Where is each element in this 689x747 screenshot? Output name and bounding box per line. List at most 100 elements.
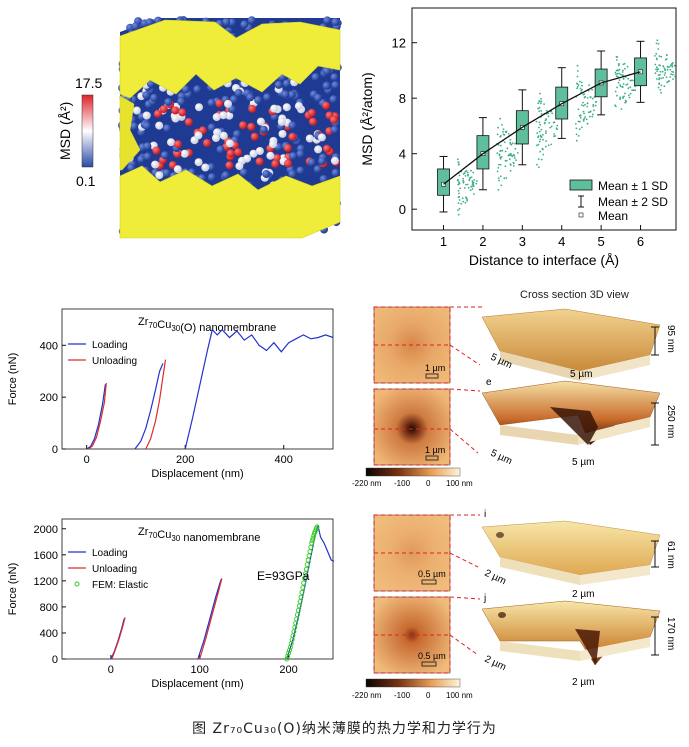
fem-point <box>306 553 312 559</box>
atom <box>254 96 263 105</box>
scatter-point <box>458 192 460 195</box>
scatter-point <box>539 123 542 126</box>
scatter-point <box>466 171 469 174</box>
scatter-point <box>614 71 617 74</box>
scatter-point <box>658 77 661 79</box>
scale-bar-1 <box>425 373 439 379</box>
scatter-point <box>544 145 547 148</box>
scale-bar-label-3: 0.5 µm <box>418 569 446 579</box>
fem-point <box>309 538 315 544</box>
scatter-point <box>618 72 621 75</box>
scatter-point <box>465 183 467 186</box>
xy-label-2b: 5 µm <box>572 457 594 468</box>
scatter-point <box>503 141 506 144</box>
scatter-point <box>549 126 552 129</box>
scatter-point <box>468 179 471 182</box>
atom <box>266 151 275 160</box>
scatter-point <box>462 180 465 183</box>
atom <box>162 169 171 177</box>
scatter-point <box>507 154 510 157</box>
scatter-point <box>655 42 658 45</box>
atom <box>160 151 169 160</box>
fem-point <box>304 562 310 568</box>
scatter-point <box>539 138 542 141</box>
y-tick-label: 1200 <box>34 576 58 588</box>
scatter-point <box>540 128 543 131</box>
fem-point <box>285 653 291 659</box>
y-axis-label: Force (nN) <box>7 563 19 616</box>
atom <box>313 165 322 174</box>
fem-point <box>296 603 302 609</box>
atom <box>322 101 331 110</box>
scatter-point <box>578 128 581 131</box>
scatter-point <box>615 105 617 108</box>
legend-label: Loading <box>92 548 128 559</box>
atom <box>311 73 320 82</box>
scatter-point <box>538 166 540 169</box>
scatter-point <box>579 80 581 83</box>
atom <box>177 97 186 106</box>
depth-label-2: 250 nm <box>665 405 676 438</box>
y-tick-label: 0 <box>52 444 58 456</box>
scatter-point <box>665 76 668 78</box>
scatter-point <box>514 142 516 145</box>
scatter-point <box>538 121 541 124</box>
3d-surface-shallow <box>481 308 661 381</box>
scatter-point <box>497 177 500 180</box>
scatter-point <box>539 134 542 137</box>
atom <box>269 140 277 149</box>
fem-point <box>305 557 311 563</box>
scatter-point <box>465 197 468 199</box>
atom <box>289 152 298 161</box>
scatter-point <box>657 43 660 45</box>
x-tick-label: 0 <box>108 664 114 676</box>
scatter-point <box>470 176 473 179</box>
scatter-point <box>515 159 517 162</box>
interface-surface-bottom <box>119 165 341 239</box>
scatter-point <box>660 91 663 94</box>
atom <box>229 95 238 104</box>
atom <box>233 130 241 139</box>
scatter-point <box>662 65 665 68</box>
scatter-point <box>458 182 461 185</box>
scatter-point <box>627 77 630 80</box>
scatter-point <box>669 76 672 78</box>
scatter-point <box>625 100 628 103</box>
scatter-point <box>502 133 505 136</box>
scatter-point <box>658 82 661 85</box>
scatter-point <box>457 209 459 212</box>
y-tick-label: 0 <box>399 202 406 217</box>
atom <box>155 121 164 130</box>
xy-label-2a: 5 µm <box>489 448 514 467</box>
scatter-point <box>457 213 460 216</box>
atom <box>271 159 280 168</box>
x-tick-label: 2 <box>479 234 486 249</box>
legend-label-mean: Mean <box>598 209 628 223</box>
atom <box>330 125 339 134</box>
y-tick-label: 400 <box>40 340 58 352</box>
scatter-point <box>460 202 463 205</box>
atom <box>130 122 138 131</box>
fem-point <box>310 535 316 541</box>
scatter-point <box>658 55 661 57</box>
legend-label: Unloading <box>92 356 137 367</box>
atom <box>246 93 255 102</box>
scatter-point <box>658 78 660 81</box>
scatter-point <box>624 67 626 70</box>
atom <box>255 157 264 166</box>
scatter-point <box>543 122 546 125</box>
scatter-point <box>466 183 469 186</box>
scatter-point <box>499 163 502 166</box>
atom <box>287 90 296 99</box>
fem-point <box>303 566 309 572</box>
fem-point <box>294 616 300 622</box>
scatter-point <box>589 115 591 118</box>
unloading-curve <box>199 578 223 660</box>
3d-surface-shallow-2 <box>481 520 661 585</box>
scatter-point <box>589 96 592 98</box>
scatter-point <box>627 87 630 90</box>
scatter-point <box>462 177 464 180</box>
scatter-point <box>587 111 590 114</box>
atom <box>282 79 291 88</box>
atom <box>174 140 182 149</box>
